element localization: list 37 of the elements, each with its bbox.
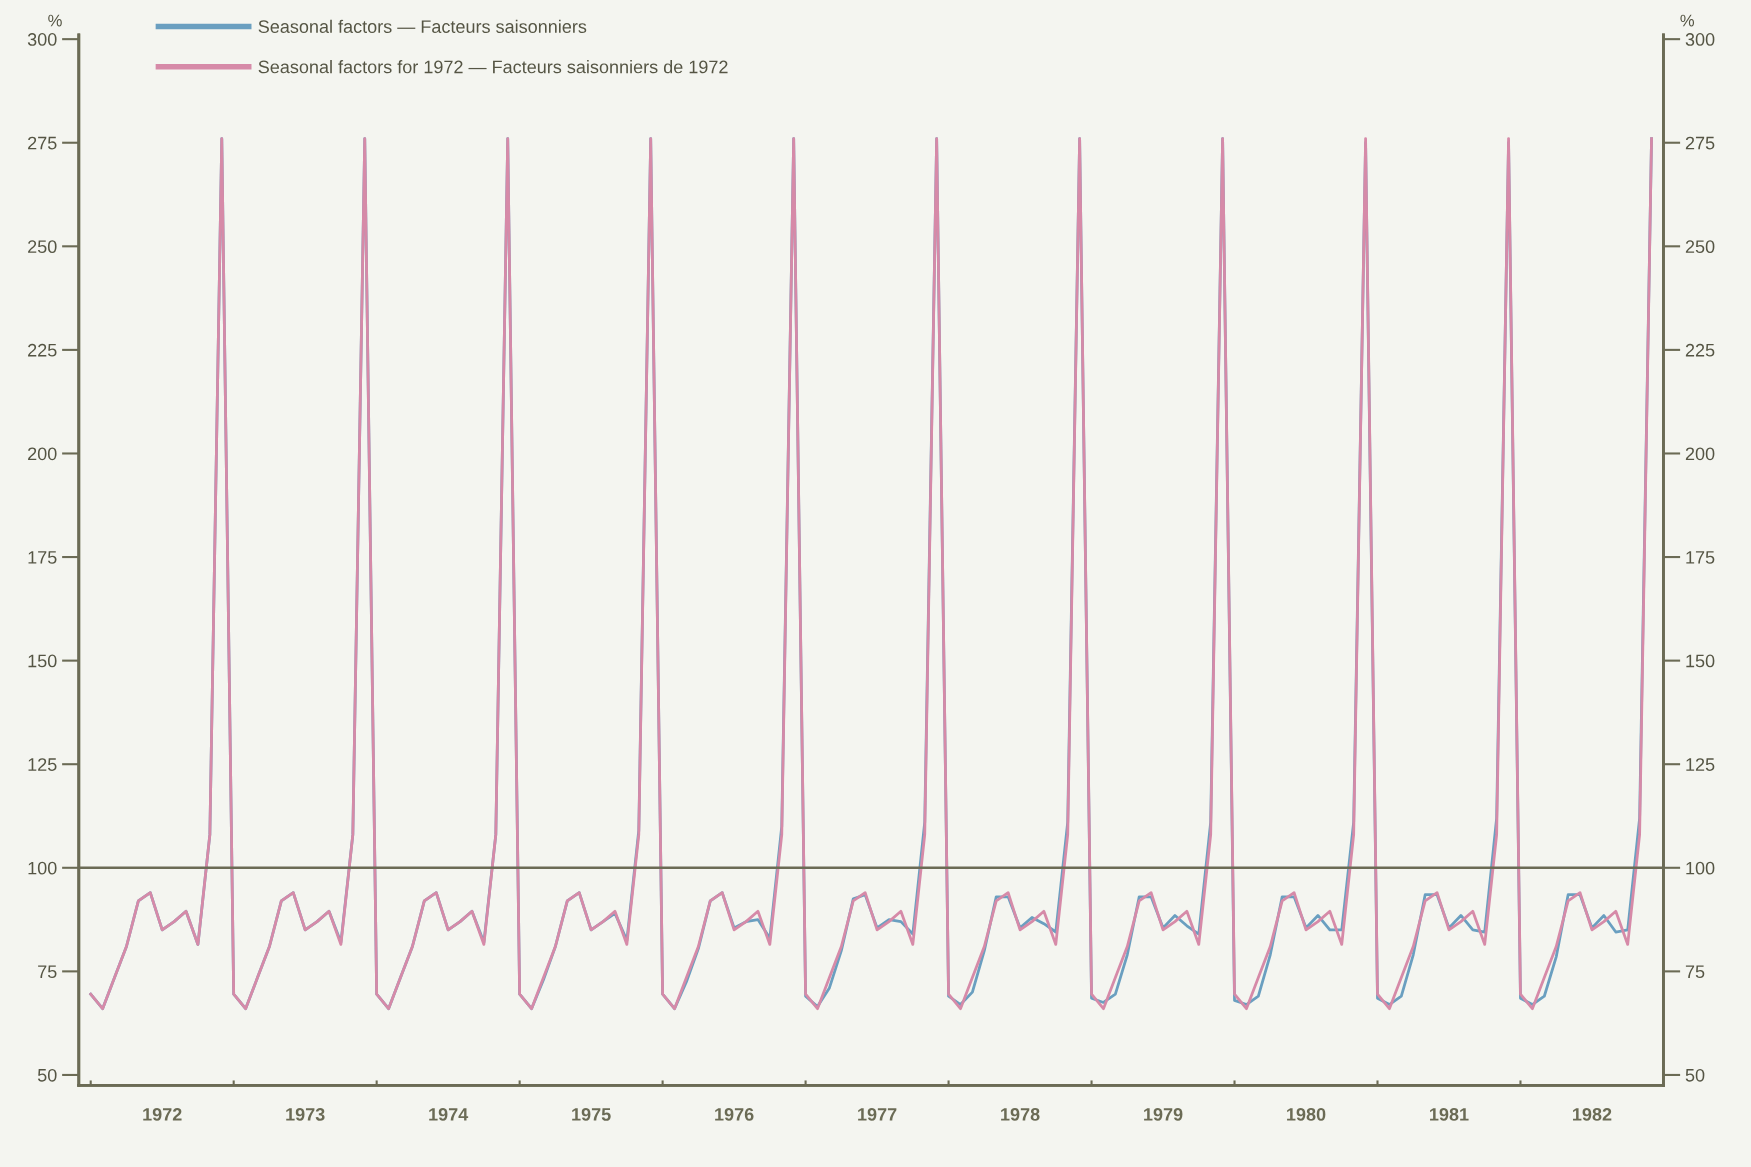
y2-tick-label: 275 xyxy=(1685,136,1715,150)
x-tick-label: 1981 xyxy=(1430,1108,1469,1121)
x-tick-label: 1974 xyxy=(429,1108,469,1121)
y2-tick-label: 100 xyxy=(1686,861,1715,875)
x-tick-label: 1973 xyxy=(286,1108,325,1121)
y-axis-title: % xyxy=(48,14,62,27)
y-tick-label: 150 xyxy=(28,654,57,668)
x-tick-label: 1979 xyxy=(1144,1108,1183,1121)
legend-label: Seasonal factors — Facteurs saisonniers xyxy=(258,19,587,34)
x-tick-label: 1978 xyxy=(1001,1108,1040,1121)
y2-tick-label: 125 xyxy=(1686,758,1715,771)
y-tick-label: 75 xyxy=(38,965,57,979)
y-tick-label: 125 xyxy=(28,758,57,771)
y2-tick-label: 50 xyxy=(1685,1068,1705,1082)
x-tick-label: 1972 xyxy=(143,1108,182,1121)
y2-tick-label: 175 xyxy=(1686,551,1715,564)
y-tick-label: 250 xyxy=(28,240,57,254)
y-tick-label: 100 xyxy=(28,861,57,875)
x-tick-label: 1982 xyxy=(1573,1108,1612,1121)
y-tick-label: 200 xyxy=(28,447,57,461)
y-tick-label: 225 xyxy=(28,343,57,357)
y-tick-label: 50 xyxy=(37,1068,57,1082)
y-tick-label: 175 xyxy=(28,551,57,564)
y2-tick-label: 150 xyxy=(1686,654,1715,668)
y2-tick-label: 75 xyxy=(1685,965,1705,979)
x-tick-label: 1976 xyxy=(715,1108,754,1121)
y2-axis-title: % xyxy=(1680,14,1695,27)
x-tick-label: 1975 xyxy=(572,1108,611,1121)
x-tick-label: 1980 xyxy=(1287,1108,1326,1121)
legend-label: Seasonal factors for 1972 — Facteurs saisonniers de 1972 xyxy=(258,60,728,74)
x-tick-label: 1977 xyxy=(858,1108,897,1121)
y-tick-label: 300 xyxy=(27,33,57,46)
y2-tick-label: 200 xyxy=(1685,447,1715,461)
y2-tick-label: 300 xyxy=(1685,33,1715,46)
y2-tick-label: 225 xyxy=(1685,343,1715,357)
y2-tick-label: 250 xyxy=(1685,240,1715,254)
y-tick-label: 275 xyxy=(28,136,57,150)
